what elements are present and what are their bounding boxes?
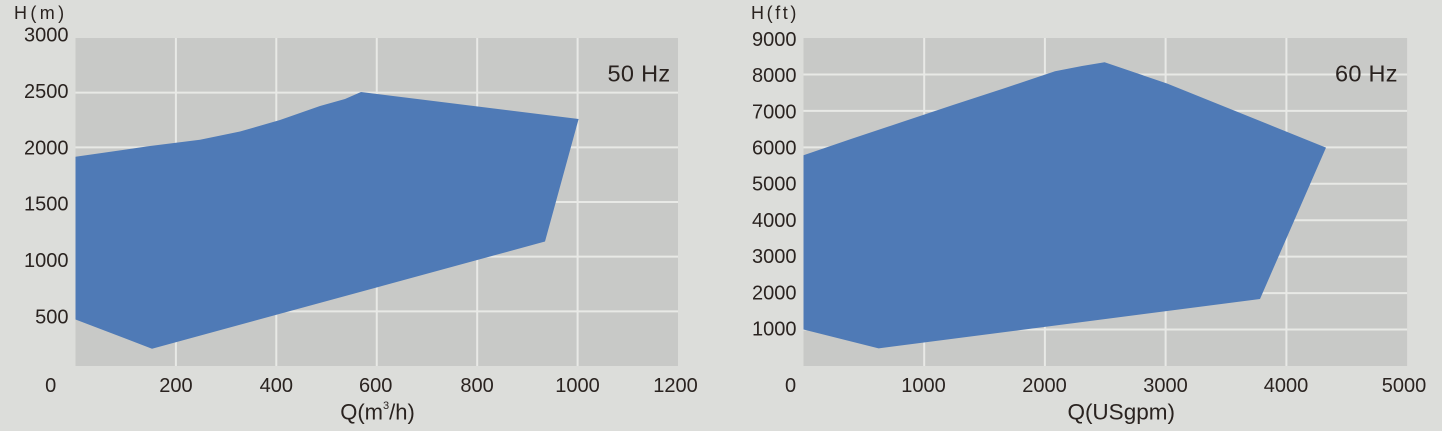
svg-text:1000: 1000 [901,375,946,397]
svg-text:600: 600 [359,375,392,397]
svg-text:1500: 1500 [24,194,69,216]
svg-text:8000: 8000 [752,65,797,87]
svg-text:3000: 3000 [752,246,797,268]
svg-text:400: 400 [260,375,293,397]
svg-text:H(m): H(m) [14,3,68,23]
svg-text:500: 500 [35,306,68,328]
svg-text:5000: 5000 [752,174,797,196]
svg-text:3000: 3000 [24,25,69,47]
svg-text:Q(m3/h): Q(m3/h) [340,400,415,425]
svg-text:50 Hz: 50 Hz [608,60,671,86]
svg-text:2000: 2000 [24,137,69,159]
svg-text:5000: 5000 [1382,375,1427,397]
svg-text:9000: 9000 [752,29,797,51]
svg-text:200: 200 [159,375,192,397]
svg-text:1000: 1000 [752,319,797,341]
svg-text:1000: 1000 [555,375,600,397]
svg-text:2500: 2500 [24,81,69,103]
svg-text:3000: 3000 [1143,375,1188,397]
svg-text:7000: 7000 [752,101,797,123]
svg-text:6000: 6000 [752,138,797,160]
svg-text:2000: 2000 [752,282,797,304]
svg-text:1200: 1200 [653,375,698,397]
svg-text:800: 800 [460,375,493,397]
svg-text:H(ft): H(ft) [751,3,799,23]
svg-text:0: 0 [45,375,56,397]
svg-text:4000: 4000 [752,210,797,232]
svg-text:4000: 4000 [1264,375,1309,397]
svg-text:0: 0 [785,375,796,397]
svg-text:Q(USgpm): Q(USgpm) [1067,399,1175,424]
svg-text:60 Hz: 60 Hz [1335,60,1398,86]
svg-text:2000: 2000 [1022,375,1067,397]
svg-text:1000: 1000 [24,250,69,272]
